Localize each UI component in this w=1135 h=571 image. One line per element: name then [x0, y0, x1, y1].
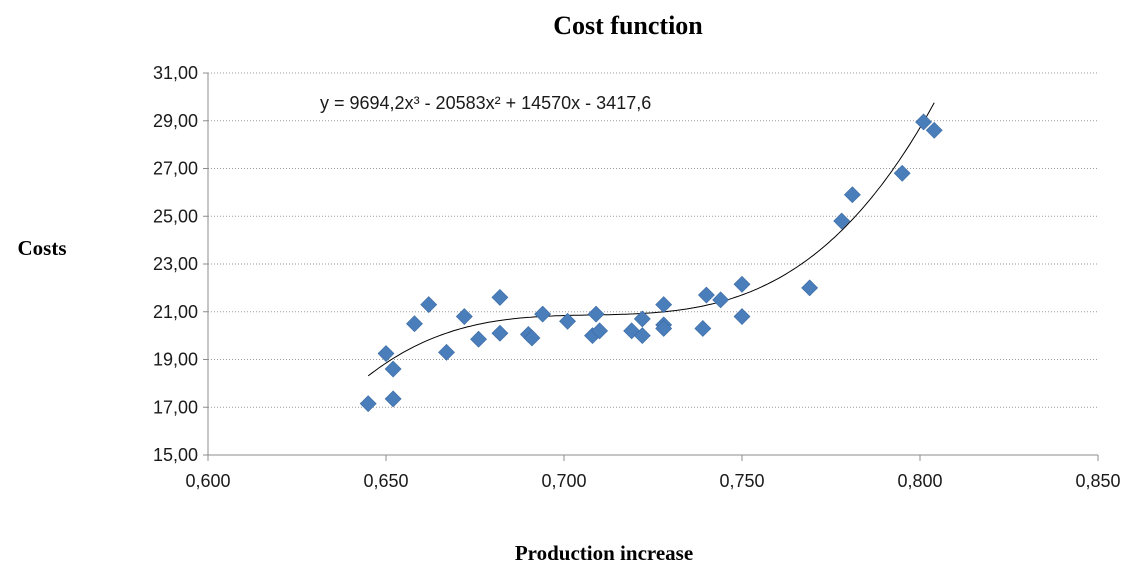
- y-axis-title: Costs: [17, 236, 66, 260]
- x-tick-label: 0,850: [1075, 471, 1120, 491]
- data-point: [655, 296, 673, 314]
- axes: [203, 72, 1099, 461]
- data-point: [833, 212, 851, 230]
- y-tick-label: 19,00: [153, 350, 198, 370]
- x-tick-label: 0,650: [363, 471, 408, 491]
- data-point: [559, 312, 576, 330]
- data-point: [384, 390, 402, 408]
- data-point: [633, 310, 651, 328]
- data-point: [733, 275, 751, 293]
- y-tick-label: 17,00: [153, 397, 198, 417]
- data-point: [438, 343, 455, 361]
- data-point: [359, 395, 377, 413]
- data-point: [694, 320, 712, 337]
- data-point: [455, 308, 473, 325]
- data-point: [893, 164, 911, 182]
- data-point: [801, 279, 819, 297]
- y-tick-labels: 15,00 17,00 19,00 21,00 23,00 25,00 27,00 29,00…: [153, 63, 198, 465]
- trendline: [367, 102, 935, 377]
- data-point: [384, 360, 402, 378]
- data-point: [915, 113, 932, 131]
- gridlines: [208, 72, 1098, 408]
- y-tick-label: 31,00: [153, 63, 198, 83]
- data-point: [491, 289, 509, 306]
- y-tick-label: 25,00: [153, 206, 198, 226]
- data-point: [591, 322, 609, 340]
- y-tick-label: 21,00: [153, 302, 198, 322]
- data-point: [655, 320, 673, 337]
- chart-title: Cost function: [553, 11, 703, 40]
- x-tick-label: 0,750: [719, 471, 764, 491]
- data-point: [843, 186, 861, 204]
- y-tick-label: 29,00: [153, 111, 198, 131]
- data-point: [470, 330, 487, 348]
- data-point: [697, 286, 715, 304]
- x-tick-label: 0,600: [185, 471, 230, 491]
- data-points: [359, 113, 943, 413]
- data-point: [523, 329, 541, 347]
- data-point: [491, 324, 509, 342]
- data-point: [733, 308, 751, 325]
- data-point: [633, 327, 651, 345]
- data-point: [925, 121, 943, 139]
- trendline-equation: y = 9694,2x³ - 20583x² + 14570x - 3417,6: [320, 93, 651, 113]
- data-point: [406, 315, 423, 333]
- x-axis-title: Production increase: [515, 541, 693, 565]
- data-point: [712, 291, 730, 309]
- y-tick-label: 15,00: [153, 445, 198, 465]
- x-tick-label: 0,700: [541, 471, 586, 491]
- y-tick-label: 27,00: [153, 159, 198, 179]
- data-point: [587, 305, 605, 323]
- y-tick-label: 23,00: [153, 254, 198, 274]
- x-tick-label: 0,800: [897, 471, 942, 491]
- data-point: [534, 305, 552, 323]
- data-point: [377, 345, 395, 362]
- data-point: [420, 296, 438, 314]
- x-tick-labels: 0,600 0,650 0,700 0,750 0,800 0,850: [185, 471, 1120, 491]
